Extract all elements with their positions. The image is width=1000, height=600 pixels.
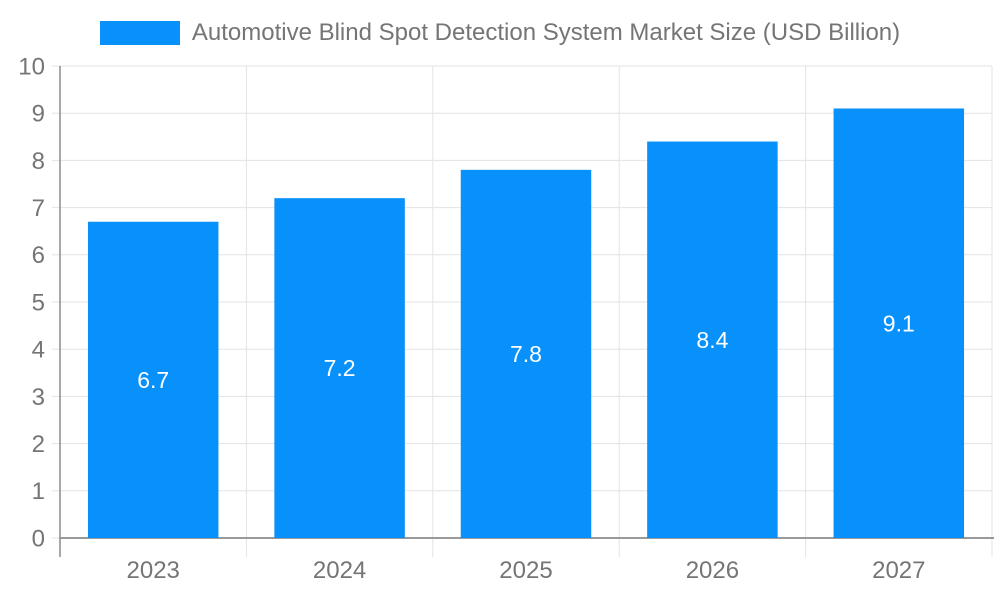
bar-2024[interactable] bbox=[274, 198, 405, 538]
bar-2025[interactable] bbox=[460, 169, 592, 538]
y-tick-label: 7 bbox=[32, 195, 45, 222]
bar-2026[interactable] bbox=[647, 141, 778, 538]
x-tick-label: 2023 bbox=[127, 557, 180, 584]
y-tick-label: 0 bbox=[32, 525, 45, 552]
y-tick-label: 5 bbox=[32, 289, 45, 316]
y-tick-label: 1 bbox=[32, 478, 45, 505]
x-tick-label: 2027 bbox=[872, 557, 925, 584]
bar-value-label: 9.1 bbox=[883, 310, 915, 336]
legend-item[interactable]: Automotive Blind Spot Detection System M… bbox=[0, 19, 1000, 47]
bar-2023[interactable] bbox=[87, 221, 219, 538]
x-tick-label: 2026 bbox=[686, 557, 739, 584]
legend-swatch bbox=[99, 21, 180, 45]
y-tick-label: 3 bbox=[32, 384, 45, 411]
bar-value-label: 8.4 bbox=[696, 327, 728, 353]
bar-value-label: 7.8 bbox=[510, 341, 542, 367]
y-tick-label: 6 bbox=[32, 242, 45, 269]
legend-label: Automotive Blind Spot Detection System M… bbox=[191, 19, 901, 46]
y-tick-label: 4 bbox=[32, 337, 45, 364]
bar-value-label: 7.2 bbox=[324, 355, 356, 381]
bar-2027[interactable] bbox=[833, 108, 965, 538]
x-tick-label: 2024 bbox=[313, 557, 366, 584]
x-tick-label: 2025 bbox=[499, 557, 552, 584]
y-tick-label: 9 bbox=[32, 101, 45, 128]
y-tick-label: 10 bbox=[18, 53, 45, 80]
bar-value-label: 6.7 bbox=[137, 367, 169, 393]
y-tick-label: 8 bbox=[32, 148, 45, 175]
y-tick-label: 2 bbox=[32, 431, 45, 458]
